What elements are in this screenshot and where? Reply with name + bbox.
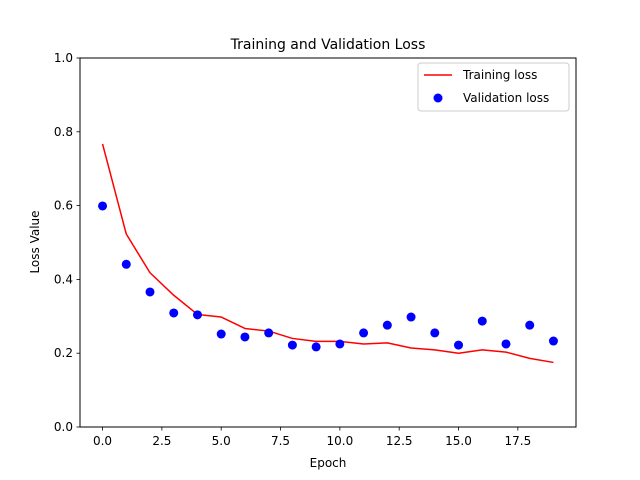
validation-loss-point	[216, 329, 226, 339]
validation-loss-point	[121, 259, 131, 269]
y-axis-title: Loss Value	[28, 210, 42, 273]
validation-loss-point	[240, 332, 250, 342]
legend-label: Validation loss	[463, 91, 549, 105]
x-tick-label: 17.5	[504, 434, 531, 448]
validation-loss-point	[454, 340, 464, 350]
y-tick-label: 0.0	[54, 420, 73, 434]
validation-loss-point	[145, 287, 155, 297]
training-loss-line	[101, 143, 554, 364]
y-tick-label: 1.0	[54, 51, 73, 65]
y-tick-label: 0.6	[54, 199, 73, 213]
validation-loss-point	[525, 320, 535, 330]
x-tick-label: 7.5	[271, 434, 290, 448]
validation-loss-point	[382, 320, 392, 330]
legend-box	[417, 62, 570, 112]
validation-loss-point	[264, 328, 274, 338]
validation-loss-point	[359, 328, 369, 338]
x-tick-label: 12.5	[386, 434, 413, 448]
validation-loss-point	[406, 312, 416, 322]
chart-title: Training and Validation Loss	[230, 37, 426, 53]
validation-loss-point	[335, 339, 345, 349]
y-tick-label: 0.4	[54, 272, 73, 286]
validation-loss-point	[169, 308, 179, 318]
validation-loss-point	[548, 336, 558, 346]
y-tick-label: 0.8	[54, 125, 73, 139]
axes-frame	[79, 57, 577, 428]
validation-loss-point	[430, 328, 440, 338]
validation-loss-point	[477, 316, 487, 326]
validation-loss-point	[192, 310, 202, 320]
validation-loss-point	[287, 340, 297, 350]
validation-loss-point	[311, 342, 321, 352]
plot-area: 0.0 2.5 5.0 7.5 10.0 12.5 15.0 17.5 0.0 0.2 0.4 0.6…	[54, 51, 577, 448]
legend-label: Training loss	[462, 68, 537, 82]
validation-loss-point	[501, 339, 511, 349]
x-axis-title: Epoch	[310, 456, 347, 470]
legend: Training loss Validation loss	[417, 62, 570, 112]
x-tick-label: 0.0	[93, 434, 112, 448]
x-tick-label: 15.0	[445, 434, 472, 448]
x-tick-label: 5.0	[212, 434, 231, 448]
y-tick-label: 0.2	[54, 346, 73, 360]
x-tick-label: 10.0	[327, 434, 354, 448]
x-tick-label: 2.5	[152, 434, 171, 448]
validation-loss-point	[98, 201, 108, 211]
legend-validation-marker	[433, 93, 443, 103]
